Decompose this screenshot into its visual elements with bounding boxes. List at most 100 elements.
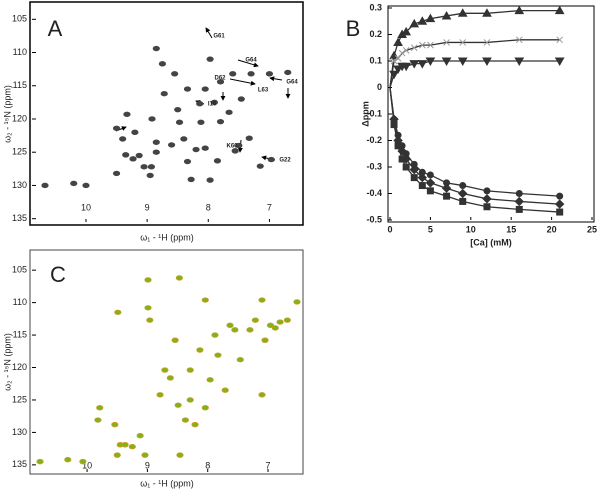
y-tick-label: -0.4: [366, 188, 382, 198]
annotation: I16: [208, 102, 217, 108]
marker: [459, 197, 467, 205]
marker: [554, 5, 565, 15]
peak: [79, 458, 87, 465]
y-tick-label: -0.5: [366, 214, 382, 224]
marker: [426, 171, 434, 179]
peak: [94, 417, 102, 423]
peak: [112, 170, 121, 177]
marker: [418, 41, 426, 49]
marker: [556, 208, 564, 216]
marker: [410, 44, 418, 52]
y-tick-label: 130: [12, 180, 27, 190]
fit-line: [389, 87, 560, 205]
peak: [231, 327, 239, 333]
marker: [425, 57, 436, 67]
peak: [237, 96, 245, 102]
peak: [152, 45, 160, 52]
peak: [183, 158, 192, 165]
peak: [146, 172, 154, 179]
peak: [211, 332, 219, 338]
annotation: D62: [214, 76, 226, 82]
x-tick-label: 5: [428, 224, 433, 234]
peak: [136, 432, 144, 439]
peak: [111, 421, 119, 428]
x-tick-label: 8: [205, 460, 210, 470]
peak: [247, 71, 255, 77]
peak: [144, 277, 152, 283]
peak: [183, 86, 192, 92]
marker: [514, 196, 524, 207]
marker: [556, 36, 564, 44]
peak: [284, 69, 292, 76]
peak: [216, 118, 225, 125]
y-tick-label: 125: [12, 147, 27, 157]
peak: [197, 119, 205, 126]
peak: [140, 164, 148, 170]
peak: [214, 352, 222, 358]
marker: [482, 8, 492, 17]
panel-c-frame: [29, 249, 304, 475]
peak: [175, 119, 184, 126]
annotation: G22: [279, 158, 291, 164]
peak: [167, 142, 176, 148]
y-tick-label: 115: [13, 329, 27, 339]
peak: [201, 405, 209, 411]
marker: [426, 187, 434, 195]
peak: [119, 136, 127, 142]
peak: [293, 299, 301, 305]
y-tick-label: 0.1: [369, 55, 382, 65]
peak: [186, 367, 194, 373]
peak: [258, 297, 266, 303]
marker: [402, 47, 410, 54]
peak: [206, 56, 214, 62]
marker: [482, 57, 492, 67]
x-tick-label: 7: [267, 202, 272, 212]
y-tick-label: 105: [12, 265, 27, 275]
x-tick-label: 10: [81, 202, 91, 212]
marker: [409, 164, 419, 175]
y-tick-label: 135: [12, 213, 27, 223]
annotation: G61: [213, 34, 225, 40]
peak: [226, 322, 234, 329]
y-tick-label: -0.1: [366, 108, 382, 118]
y-tick-label: 125: [12, 394, 27, 404]
marker: [410, 174, 418, 182]
marker: [443, 39, 450, 46]
marker: [417, 16, 428, 25]
marker: [390, 57, 398, 65]
x-axis-label: [Ca] (mM): [470, 237, 512, 247]
annotation: K66: [226, 144, 238, 150]
peak: [201, 297, 209, 303]
x-axis-label: ω₁ - ¹H (ppm): [140, 478, 194, 488]
marker: [417, 172, 428, 183]
peak: [161, 367, 169, 373]
peak: [113, 452, 121, 458]
peak: [196, 347, 204, 353]
marker: [409, 60, 420, 69]
marker: [425, 178, 436, 188]
marker: [457, 8, 468, 17]
panel-a-frame: [29, 1, 304, 226]
marker: [483, 203, 491, 211]
marker: [402, 163, 410, 171]
peak: [96, 405, 104, 411]
peak: [160, 91, 168, 97]
peak: [64, 456, 72, 463]
peak: [146, 317, 154, 323]
peak: [148, 116, 156, 122]
marker: [459, 182, 467, 190]
x-tick-label: 15: [506, 224, 516, 234]
y-tick-label: 135: [12, 459, 27, 469]
marker: [390, 121, 398, 129]
peak: [216, 79, 225, 85]
peak: [174, 106, 182, 113]
peak: [128, 443, 136, 450]
y-tick-label: 120: [12, 113, 27, 123]
y-tick-label: -0.3: [366, 161, 382, 171]
peak: [186, 397, 194, 403]
peak: [187, 176, 195, 183]
peak: [158, 61, 167, 67]
peak: [191, 421, 199, 428]
marker: [441, 183, 452, 193]
